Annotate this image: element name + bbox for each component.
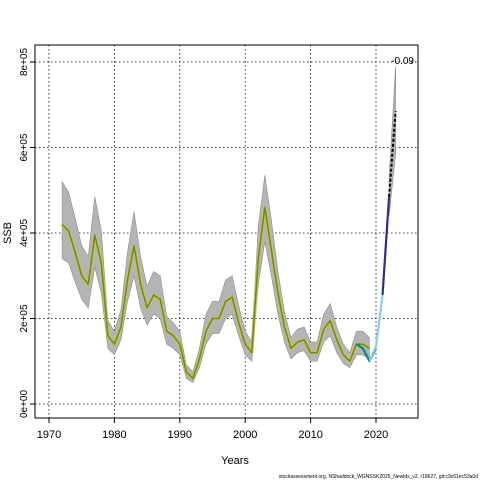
- x-tick-label: 1980: [102, 429, 126, 441]
- series-line-estimate: [61, 206, 370, 380]
- confidence-bands: [61, 66, 396, 384]
- x-tick-label: 2020: [364, 429, 388, 441]
- y-tick-label: 6e+05: [19, 133, 30, 162]
- series-lines: [60, 111, 397, 380]
- footer-note: stockassessment.org, NShaddock_WGNSSK202…: [279, 474, 478, 480]
- x-axis-label: Years: [221, 455, 249, 467]
- y-tick-label: 4e+05: [19, 219, 30, 248]
- band-estimate: [61, 175, 370, 384]
- y-axis: 0e+00 2e+05 4e+05 6e+05 8e+05: [19, 48, 35, 419]
- series-line-forecast-dark: [381, 196, 391, 296]
- x-tick-label: 1970: [37, 429, 61, 441]
- annotation-label: -0.09: [391, 56, 414, 67]
- x-tick-label: 1990: [168, 429, 192, 441]
- plot-frame: [34, 44, 419, 419]
- series-line-forecast-light: [368, 294, 384, 362]
- series-line-forecast-dashed: [388, 111, 397, 197]
- y-tick-label: 8e+05: [19, 48, 30, 77]
- y-tick-label: 0e+00: [19, 390, 30, 419]
- x-tick-label: 2000: [233, 429, 257, 441]
- x-axis: 1970 1980 1990 2000 2010 2020: [37, 418, 388, 441]
- y-tick-label: 2e+05: [19, 304, 30, 333]
- x-tick-label: 2010: [298, 429, 322, 441]
- y-axis-label: SSB: [2, 222, 14, 244]
